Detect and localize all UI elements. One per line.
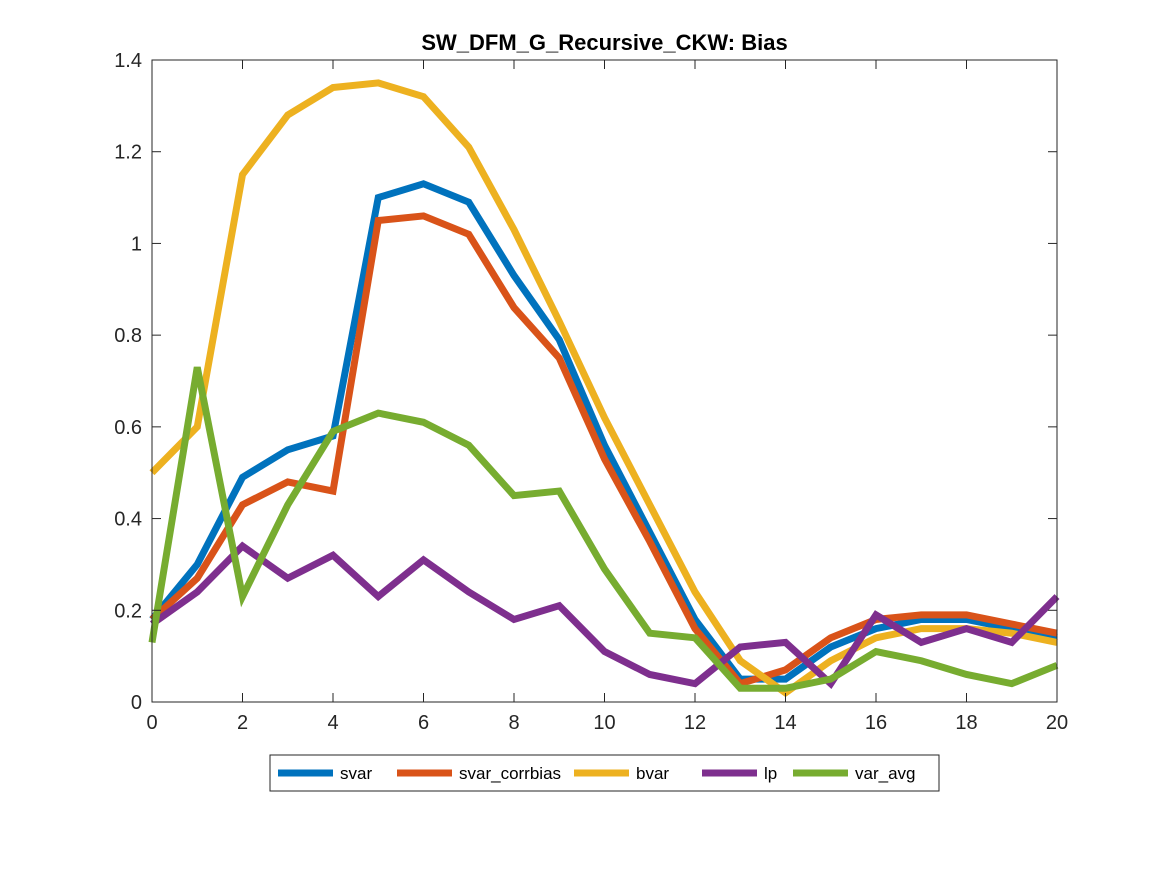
y-tick-label: 1.2	[114, 142, 142, 164]
x-tick-label: 10	[593, 712, 615, 734]
ticks-layer: 0 2 4 6 8 10 12 14 16 18 20 0 0.2 0.4 0.6 0.8 1 1.2 1.4	[114, 50, 1068, 734]
series-line-bvar	[149, 79, 1058, 698]
x-tick-label: 4	[327, 712, 338, 734]
series-line-var-avg	[148, 366, 1059, 692]
series-line-svar	[149, 180, 1058, 683]
x-tick-label: 14	[774, 712, 796, 734]
series-line-lp	[149, 541, 1060, 690]
legend-label-bvar: bvar	[636, 764, 669, 783]
x-tick-label: 12	[684, 712, 706, 734]
x-tick-label: 2	[237, 712, 248, 734]
lines-layer	[148, 79, 1060, 698]
legend-label-svar: svar	[340, 764, 372, 783]
plot-area-frame	[151, 59, 1058, 703]
x-tick-label: 16	[865, 712, 887, 734]
y-tick-label: 0.2	[114, 600, 142, 622]
legend-label-var-avg: var_avg	[855, 764, 915, 783]
legend: svar svar_corrbias bvar lp var_avg	[269, 754, 940, 792]
x-tick-label: 0	[146, 712, 157, 734]
x-tick-label: 20	[1046, 712, 1068, 734]
y-tick-label: 0.8	[114, 325, 142, 347]
x-tick-label: 8	[508, 712, 519, 734]
y-tick-label: 1	[131, 233, 142, 255]
y-tick-label: 0.4	[114, 509, 142, 531]
legend-label-svar-corrbias: svar_corrbias	[459, 764, 561, 783]
x-tick-label: 18	[955, 712, 977, 734]
y-tick-label: 0.6	[114, 417, 142, 439]
chart-title: SW_DFM_G_Recursive_CKW: Bias	[421, 30, 787, 55]
y-tick-label: 1.4	[114, 50, 142, 72]
legend-label-lp: lp	[764, 764, 777, 783]
y-tick-label: 0	[131, 692, 142, 714]
x-tick-label: 6	[418, 712, 429, 734]
